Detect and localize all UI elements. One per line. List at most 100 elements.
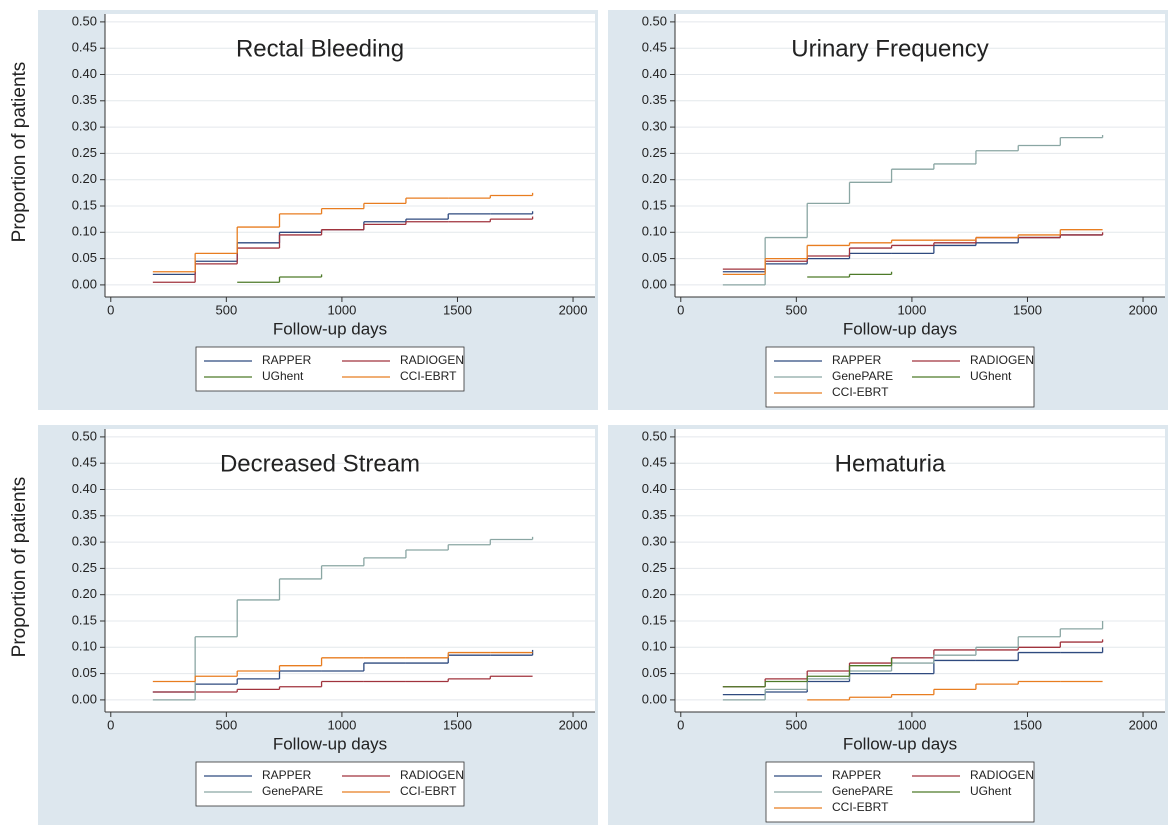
legend-label: RADIOGEN [970,768,1034,782]
panel: 0.00 0.05 0.10 0.15 0.20 0.25 0.30 0.35 0.40 0.45… [9,425,598,825]
x-tick-label: 500 [785,302,807,317]
y-tick-label: 0.25 [72,145,97,160]
y-tick-label: 0.50 [642,428,667,443]
x-tick-label: 0 [677,717,684,732]
y-tick-label: 0.20 [642,171,667,186]
y-tick-label: 0.30 [642,534,667,549]
legend-label: GenePARE [832,784,893,798]
x-tick-label: 0 [107,717,114,732]
y-tick-label: 0.10 [72,224,97,239]
x-axis-label: Follow-up days [273,734,387,753]
y-tick-label: 0.20 [72,171,97,186]
y-tick-label: 0.05 [72,250,97,265]
y-tick-label: 0.35 [72,92,97,107]
legend-box [195,346,465,392]
legend-label: UGhent [970,369,1012,383]
y-tick-label: 0.30 [642,119,667,134]
x-tick-label: 1500 [443,302,472,317]
legend-label: RADIOGEN [400,353,464,367]
y-tick-label: 0.30 [72,534,97,549]
y-tick-label: 0.50 [642,13,667,28]
x-tick-label: 1500 [1013,717,1042,732]
y-tick-label: 0.40 [642,66,667,81]
chart-title: Urinary Frequency [791,35,988,62]
y-axis-label: Proportion of patients [9,62,30,243]
x-tick-label: 1000 [897,302,926,317]
legend-label: CCI-EBRT [400,369,457,383]
y-tick-label: 0.10 [642,639,667,654]
legend-label: RADIOGEN [970,353,1034,367]
y-axis-label: Proportion of patients [9,477,30,658]
y-tick-label: 0.30 [72,119,97,134]
legend-label: RAPPER [832,768,882,782]
y-tick-label: 0.45 [642,40,667,55]
y-tick-label: 0.05 [72,665,97,680]
x-tick-label: 1500 [443,717,472,732]
y-tick-label: 0.05 [642,250,667,265]
legend-label: RAPPER [832,353,882,367]
legend-label: CCI-EBRT [832,800,889,814]
plot-area [675,429,1165,712]
panel: 0.00 0.05 0.10 0.15 0.20 0.25 0.30 0.35 0.40 0.45… [608,425,1168,825]
y-tick-label: 0.00 [72,691,97,706]
x-tick-label: 1000 [327,717,356,732]
x-tick-label: 1000 [327,302,356,317]
y-tick-label: 0.00 [642,276,667,291]
y-tick-label: 0.40 [642,481,667,496]
y-tick-label: 0.40 [72,481,97,496]
y-tick-label: 0.45 [72,455,97,470]
x-tick-label: 500 [785,717,807,732]
x-axis-label: Follow-up days [843,734,957,753]
plot-area [675,14,1165,297]
y-tick-label: 0.15 [72,612,97,627]
x-tick-label: 2000 [559,302,588,317]
y-tick-label: 0.45 [642,455,667,470]
y-tick-label: 0.45 [72,40,97,55]
x-tick-label: 1500 [1013,302,1042,317]
legend-label: CCI-EBRT [400,784,457,798]
legend-label: CCI-EBRT [832,385,889,399]
y-tick-label: 0.05 [642,665,667,680]
x-axis-label: Follow-up days [843,319,957,338]
legend-label: UGhent [262,369,304,383]
chart-title: Rectal Bleeding [236,35,404,62]
y-tick-label: 0.35 [72,507,97,522]
y-tick-label: 0.15 [642,612,667,627]
legend-label: GenePARE [262,784,323,798]
y-tick-label: 0.40 [72,66,97,81]
legend-label: UGhent [970,784,1012,798]
panel: 0.00 0.05 0.10 0.15 0.20 0.25 0.30 0.35 0.40 0.45… [608,10,1168,410]
y-tick-label: 0.10 [642,224,667,239]
y-tick-label: 0.35 [642,92,667,107]
y-tick-label: 0.00 [72,276,97,291]
x-tick-label: 0 [107,302,114,317]
legend-label: RAPPER [262,353,312,367]
y-tick-label: 0.50 [72,13,97,28]
plot-area [105,14,595,297]
x-tick-label: 2000 [1129,302,1158,317]
x-tick-label: 2000 [559,717,588,732]
x-tick-label: 0 [677,302,684,317]
x-tick-label: 500 [215,717,237,732]
legend-label: RADIOGEN [400,768,464,782]
legend-label: GenePARE [832,369,893,383]
panel: 0.00 0.05 0.10 0.15 0.20 0.25 0.30 0.35 0.40 0.45… [9,10,598,410]
x-tick-label: 500 [215,302,237,317]
y-tick-label: 0.35 [642,507,667,522]
x-tick-label: 2000 [1129,717,1158,732]
y-tick-label: 0.15 [642,197,667,212]
y-tick-label: 0.25 [72,560,97,575]
y-tick-label: 0.00 [642,691,667,706]
y-tick-label: 0.15 [72,197,97,212]
y-tick-label: 0.20 [72,586,97,601]
legend-box [195,761,465,807]
x-axis-label: Follow-up days [273,319,387,338]
y-tick-label: 0.25 [642,560,667,575]
y-tick-label: 0.25 [642,145,667,160]
legend-label: RAPPER [262,768,312,782]
y-tick-label: 0.10 [72,639,97,654]
chart-title: Decreased Stream [220,450,420,477]
plot-area [105,429,595,712]
chart-title: Hematuria [835,450,946,477]
